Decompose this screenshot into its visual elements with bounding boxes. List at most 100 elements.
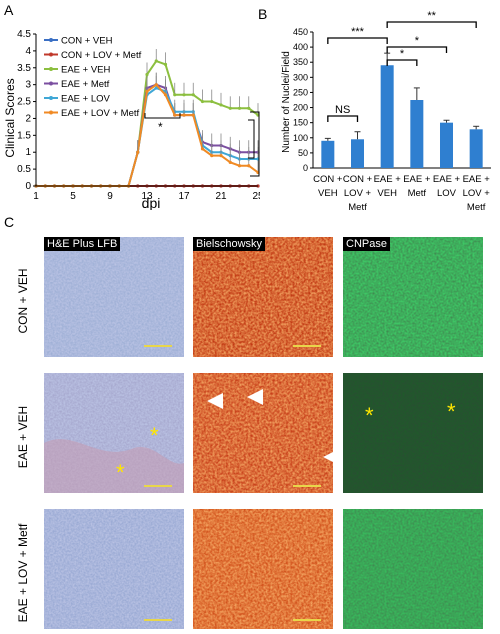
legend-marker <box>49 96 53 100</box>
significance-bracket <box>386 59 418 66</box>
y-tick-label: 0 <box>303 163 308 173</box>
he-eae-lov-metf-image <box>44 509 184 629</box>
scale-bar <box>293 345 321 347</box>
x-tick-label: 9 <box>107 191 113 202</box>
y-tick-label: 150 <box>293 118 308 128</box>
legend-marker <box>49 52 53 57</box>
asterisk-marker: * <box>150 423 159 448</box>
y-tick-label: 1 <box>25 147 31 158</box>
significance-label: * <box>415 35 420 47</box>
data-point <box>154 83 158 87</box>
x-tick-label: 13 <box>141 191 153 202</box>
significance-bracket <box>248 119 255 159</box>
scale-bar <box>144 619 172 621</box>
scale-bar <box>293 485 321 487</box>
data-point <box>228 160 232 164</box>
data-point <box>237 106 242 110</box>
panel-label-a: A <box>4 2 14 18</box>
legend-entry: EAE + LOV <box>61 94 111 105</box>
bielschowsky-con-veh-image: Bielschowsky <box>193 237 333 357</box>
bar <box>321 140 335 168</box>
data-point <box>173 93 177 97</box>
cnpase-eae-lov-metf-image <box>343 509 483 629</box>
bielschowsky-eae-veh-image <box>193 373 333 493</box>
column-title-cnpase: CNPase <box>343 237 390 251</box>
significance-label: ** <box>427 10 436 22</box>
significance-label: *** <box>351 26 365 38</box>
data-point <box>247 106 251 110</box>
significance-bracket <box>327 115 359 122</box>
x-tick-label: 21 <box>215 191 227 202</box>
data-point <box>182 93 186 97</box>
data-point <box>200 147 205 151</box>
x-category-label: CON + <box>343 174 373 185</box>
row-label-con-veh: CON + VEH <box>16 268 30 334</box>
y-axis-label: Clinical Scores <box>3 78 17 157</box>
significance-bracket <box>144 113 181 119</box>
significance-bracket <box>386 46 448 53</box>
arrowhead-marker <box>247 389 263 405</box>
y-tick-label: 2 <box>25 113 31 124</box>
he-con-veh-image: H&E Plus LFB <box>44 237 184 357</box>
row-label-eae-lov-metf: EAE + LOV + Metf <box>16 523 30 623</box>
column-title-he: H&E Plus LFB <box>44 237 121 251</box>
significance-label: * <box>255 142 260 147</box>
x-category-label: Metf <box>348 202 367 213</box>
y-tick-label: 200 <box>293 103 308 113</box>
y-tick-label: 400 <box>293 42 308 52</box>
column-title-bielschowsky: Bielschowsky <box>193 237 266 251</box>
y-tick-label: 2.5 <box>17 97 31 108</box>
bar <box>440 122 453 168</box>
x-category-label: EAE + <box>403 174 431 185</box>
x-axis-label: dpi <box>142 195 161 210</box>
x-tick-label: 1 <box>33 191 39 202</box>
legend-entry: CON + LOV + Metf <box>61 50 142 61</box>
data-point <box>136 150 140 154</box>
cnpase-con-veh-image: CNPase <box>343 237 483 357</box>
asterisk-marker: * <box>365 403 374 428</box>
x-category-label: VEH <box>377 188 397 199</box>
data-point <box>219 103 223 107</box>
y-tick-label: 4 <box>25 46 31 57</box>
data-point <box>200 99 205 104</box>
data-point <box>237 164 242 168</box>
data-point <box>210 99 214 104</box>
x-category-label: LOV <box>437 188 457 199</box>
data-point <box>163 62 168 66</box>
data-point <box>191 93 195 97</box>
y-tick-label: 0 <box>25 181 31 192</box>
legend-entry: CON + VEH <box>61 36 113 47</box>
y-tick-label: 4.5 <box>17 29 31 40</box>
arrowhead-marker <box>207 393 223 409</box>
data-point <box>145 89 149 94</box>
scale-bar <box>144 345 172 347</box>
data-point <box>228 106 232 110</box>
legend-entry: EAE + VEH <box>61 65 111 76</box>
x-category-label: EAE + <box>433 174 461 185</box>
asterisk-marker: * <box>447 399 456 424</box>
y-tick-label: 250 <box>293 87 308 97</box>
legend-marker <box>49 110 53 115</box>
data-point <box>210 154 214 158</box>
x-category-label: LOV + <box>344 188 372 199</box>
x-category-label: LOV + <box>463 188 491 199</box>
data-point <box>247 164 251 168</box>
data-point <box>154 59 158 63</box>
row-label-eae-veh: EAE + VEH <box>16 405 30 469</box>
bielschowsky-eae-lov-metf-image <box>193 509 333 629</box>
bar <box>380 65 394 168</box>
y-tick-label: 3 <box>25 80 31 91</box>
y-tick-label: 3.5 <box>17 63 31 74</box>
significance-bracket <box>250 111 260 177</box>
cnpase-eae-veh-image: * * <box>343 373 483 493</box>
x-category-label: Metf <box>467 202 486 213</box>
y-tick-label: 450 <box>293 27 308 37</box>
bar <box>351 139 364 168</box>
data-point <box>163 93 168 97</box>
data-point <box>219 154 223 158</box>
panel-label-c: C <box>4 214 15 230</box>
significance-label: * <box>158 120 163 134</box>
significance-bracket <box>386 21 477 28</box>
significance-label: NS <box>335 104 350 116</box>
